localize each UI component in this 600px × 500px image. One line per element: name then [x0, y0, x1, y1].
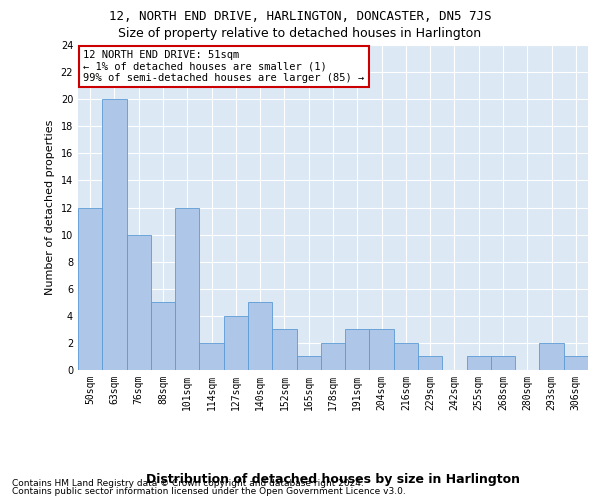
Bar [224, 316, 248, 370]
Bar [151, 302, 175, 370]
Bar [394, 343, 418, 370]
Text: Contains public sector information licensed under the Open Government Licence v3: Contains public sector information licen… [12, 487, 406, 496]
Bar [102, 99, 127, 370]
Bar [539, 343, 564, 370]
Text: Contains HM Land Registry data © Crown copyright and database right 2024.: Contains HM Land Registry data © Crown c… [12, 478, 364, 488]
Bar [127, 234, 151, 370]
Y-axis label: Number of detached properties: Number of detached properties [45, 120, 55, 295]
Bar [296, 356, 321, 370]
Text: 12 NORTH END DRIVE: 51sqm
← 1% of detached houses are smaller (1)
99% of semi-de: 12 NORTH END DRIVE: 51sqm ← 1% of detach… [83, 50, 364, 83]
Bar [272, 330, 296, 370]
Bar [78, 208, 102, 370]
Bar [321, 343, 345, 370]
Bar [418, 356, 442, 370]
Bar [467, 356, 491, 370]
Bar [199, 343, 224, 370]
Bar [370, 330, 394, 370]
Bar [491, 356, 515, 370]
Text: Size of property relative to detached houses in Harlington: Size of property relative to detached ho… [118, 28, 482, 40]
Bar [248, 302, 272, 370]
Bar [345, 330, 370, 370]
Bar [564, 356, 588, 370]
Text: 12, NORTH END DRIVE, HARLINGTON, DONCASTER, DN5 7JS: 12, NORTH END DRIVE, HARLINGTON, DONCAST… [109, 10, 491, 23]
Bar [175, 208, 199, 370]
X-axis label: Distribution of detached houses by size in Harlington: Distribution of detached houses by size … [146, 472, 520, 486]
